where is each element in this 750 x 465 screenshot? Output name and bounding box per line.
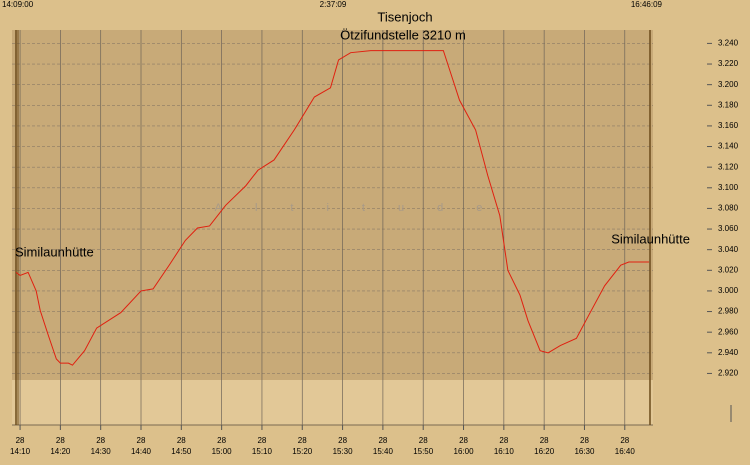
x-tick-label: 15:50: [413, 447, 434, 456]
x-tick-day: 28: [56, 436, 65, 445]
x-tick-label: 15:40: [373, 447, 394, 456]
annotation: Similaunhütte: [15, 244, 94, 259]
plot-lower-band: [12, 380, 653, 425]
y-tick-label: 3.080: [718, 204, 739, 213]
x-tick-day: 28: [419, 436, 428, 445]
y-tick-label: 2.940: [718, 348, 739, 357]
y-tick-label: 3.240: [718, 39, 739, 48]
y-tick-label: 3.200: [718, 80, 739, 89]
plot-area: [12, 30, 653, 380]
x-tick-label: 16:00: [454, 447, 475, 456]
x-tick-day: 28: [298, 436, 307, 445]
y-tick-label: 3.220: [718, 59, 739, 68]
x-tick-label: 16:10: [494, 447, 515, 456]
x-tick-day: 28: [540, 436, 549, 445]
x-tick-label: 14:10: [10, 447, 31, 456]
x-tick-label: 16:20: [534, 447, 555, 456]
y-tick-label: 2.980: [718, 307, 739, 316]
y-tick-label: 3.160: [718, 121, 739, 130]
y-tick-label: 3.100: [718, 183, 739, 192]
x-tick-day: 28: [499, 436, 508, 445]
end-time: 16:46:09: [631, 0, 663, 9]
start-time: 14:09:00: [2, 0, 34, 9]
y-tick-label: 2.960: [718, 327, 739, 336]
x-tick-day: 28: [257, 436, 266, 445]
y-tick-label: 3.120: [718, 162, 739, 171]
y-tick-label: 3.180: [718, 100, 739, 109]
x-tick-label: 14:20: [50, 447, 71, 456]
x-tick-label: 15:00: [212, 447, 233, 456]
y-tick-label: 3.060: [718, 224, 739, 233]
x-tick-day: 28: [177, 436, 186, 445]
y-tick-label: 3.020: [718, 265, 739, 274]
y-tick-label: 3.000: [718, 286, 739, 295]
y-tick-label: 3.040: [718, 245, 739, 254]
x-tick-day: 28: [96, 436, 105, 445]
x-tick-label: 16:30: [574, 447, 595, 456]
x-tick-day: 28: [459, 436, 468, 445]
x-tick-label: 15:30: [333, 447, 354, 456]
duration: 2:37:09: [320, 0, 347, 9]
x-tick-day: 28: [620, 436, 629, 445]
x-tick-label: 15:20: [292, 447, 313, 456]
x-tick-day: 28: [338, 436, 347, 445]
y-tick-label: 3.140: [718, 142, 739, 151]
x-tick-day: 28: [217, 436, 226, 445]
x-tick-label: 14:30: [91, 447, 112, 456]
x-tick-day: 28: [378, 436, 387, 445]
x-tick-label: 14:50: [171, 447, 192, 456]
x-tick-day: 28: [137, 436, 146, 445]
x-tick-day: 28: [16, 436, 25, 445]
line-series: [15, 50, 649, 366]
annotation: Similaunhütte: [611, 231, 690, 246]
x-tick-day: 28: [580, 436, 589, 445]
x-tick-label: 15:10: [252, 447, 273, 456]
annotation: Tisenjoch: [377, 9, 432, 24]
y-tick-label: 2.920: [718, 369, 739, 378]
x-tick-label: 14:40: [131, 447, 152, 456]
annotation: Ötzifundstelle 3210 m: [340, 27, 466, 42]
x-tick-label: 16:40: [615, 447, 636, 456]
watermark: Altitude: [215, 202, 516, 214]
